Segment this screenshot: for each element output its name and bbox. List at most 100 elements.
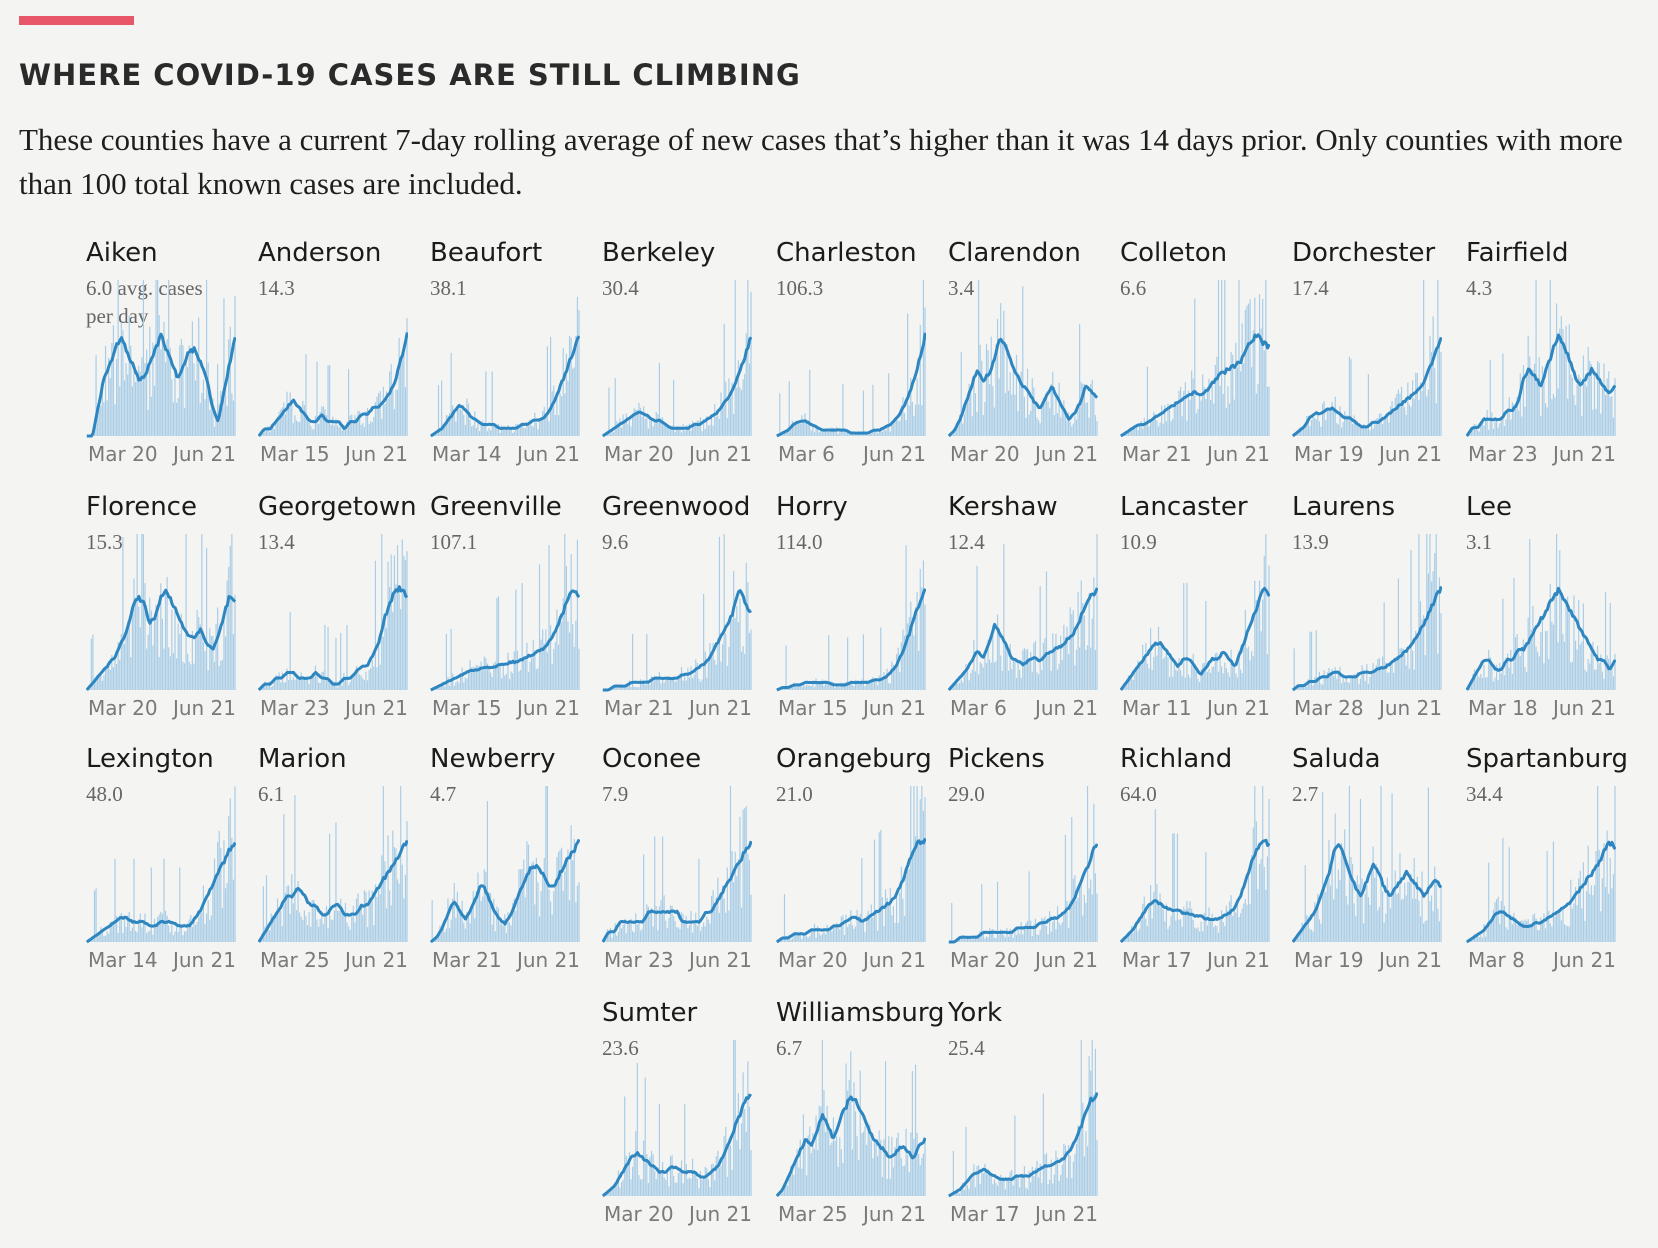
daily-case-bar	[972, 940, 973, 942]
daily-case-bar	[187, 654, 188, 690]
daily-case-bar	[747, 280, 748, 436]
daily-case-bar	[357, 671, 358, 690]
daily-case-bar	[1406, 666, 1407, 690]
daily-case-bar	[1415, 899, 1416, 942]
daily-case-bar	[1257, 889, 1258, 942]
county-name: Marion	[258, 744, 347, 774]
daily-case-bar	[1428, 787, 1429, 942]
daily-case-bar	[877, 931, 878, 942]
daily-case-bar	[351, 415, 352, 436]
daily-case-bar	[1539, 930, 1540, 942]
daily-case-bar	[1047, 401, 1048, 436]
x-axis-start-label: Mar 6	[778, 442, 835, 466]
daily-case-bar	[1215, 925, 1216, 942]
daily-case-bar	[839, 431, 840, 436]
daily-case-bar	[353, 423, 354, 436]
daily-case-bar	[1155, 643, 1156, 690]
daily-case-bar	[898, 923, 899, 942]
daily-case-bar	[1074, 665, 1075, 690]
daily-case-bar	[689, 925, 690, 942]
daily-case-bar	[1433, 911, 1434, 942]
daily-case-bar	[907, 623, 908, 690]
daily-case-bar	[804, 687, 805, 690]
x-axis-start-label: Mar 20	[88, 696, 158, 720]
daily-case-bar	[967, 939, 968, 942]
daily-case-bar	[1600, 911, 1601, 942]
daily-case-bar	[1224, 280, 1225, 436]
daily-case-bar	[1178, 920, 1179, 942]
daily-case-bar	[384, 404, 385, 436]
daily-case-bar	[354, 922, 355, 942]
daily-case-bar	[984, 402, 985, 436]
daily-case-bar	[132, 387, 133, 436]
daily-case-bar	[197, 922, 198, 942]
daily-case-bar	[326, 680, 327, 690]
daily-case-bar	[1472, 940, 1473, 942]
daily-case-bar	[627, 1165, 628, 1196]
daily-case-bar	[469, 660, 470, 690]
daily-case-bar	[542, 873, 543, 942]
daily-case-bar	[553, 386, 554, 436]
daily-case-bar	[717, 638, 718, 690]
daily-case-bar	[1092, 619, 1093, 690]
daily-case-bar	[1425, 383, 1426, 436]
daily-case-bar	[841, 917, 842, 942]
daily-case-bar	[1035, 641, 1036, 690]
daily-case-bar	[208, 363, 209, 436]
daily-case-bar	[698, 859, 699, 942]
daily-case-bar	[334, 911, 335, 942]
daily-case-bar	[1542, 922, 1543, 942]
daily-case-bar	[1584, 670, 1585, 690]
daily-case-bar	[345, 903, 346, 942]
daily-case-bar	[994, 662, 995, 690]
daily-case-bar	[439, 431, 440, 436]
daily-case-bar	[539, 564, 540, 690]
daily-case-bar	[346, 625, 347, 690]
daily-case-bar	[1399, 853, 1400, 942]
daily-case-bar	[915, 405, 916, 436]
daily-case-bar	[1325, 420, 1326, 436]
daily-case-bar	[1349, 786, 1350, 942]
daily-case-bar	[1398, 389, 1399, 436]
daily-case-bar	[200, 910, 201, 942]
daily-case-bar	[465, 677, 466, 690]
daily-case-bar	[1325, 892, 1326, 942]
daily-case-bar	[361, 425, 362, 436]
daily-case-bar	[1175, 670, 1176, 690]
daily-case-bar	[1070, 1156, 1071, 1196]
daily-case-bar	[555, 415, 556, 436]
daily-case-bar	[1095, 873, 1096, 942]
daily-case-bar	[498, 908, 499, 942]
daily-case-bar	[1319, 672, 1320, 690]
daily-case-bar	[739, 817, 740, 942]
sparkline	[1292, 278, 1442, 438]
daily-case-bar	[1498, 897, 1499, 942]
daily-case-bar	[809, 686, 810, 690]
daily-case-bar	[469, 419, 470, 436]
daily-case-bar	[332, 417, 333, 436]
daily-case-bar	[1049, 654, 1050, 690]
daily-case-bar	[923, 811, 924, 942]
daily-case-bar	[1029, 415, 1030, 436]
daily-case-bar	[730, 620, 731, 690]
daily-case-bar	[321, 672, 322, 690]
daily-case-bar	[610, 928, 611, 942]
daily-case-bar	[1267, 856, 1268, 942]
daily-case-bar	[228, 567, 229, 690]
daily-case-bar	[137, 534, 138, 690]
daily-case-bar	[318, 424, 319, 436]
daily-case-bar	[664, 895, 665, 942]
daily-case-bar	[641, 684, 642, 690]
daily-case-bar	[1365, 894, 1366, 942]
daily-case-bar	[337, 911, 338, 942]
daily-case-bar	[563, 891, 564, 942]
daily-case-bar	[649, 910, 650, 942]
daily-case-bar	[1156, 884, 1157, 942]
daily-case-bar	[1379, 907, 1380, 942]
daily-case-bar	[361, 906, 362, 942]
daily-case-bar	[1164, 657, 1165, 690]
daily-case-bar	[1559, 329, 1560, 436]
daily-case-bar	[1512, 924, 1513, 942]
